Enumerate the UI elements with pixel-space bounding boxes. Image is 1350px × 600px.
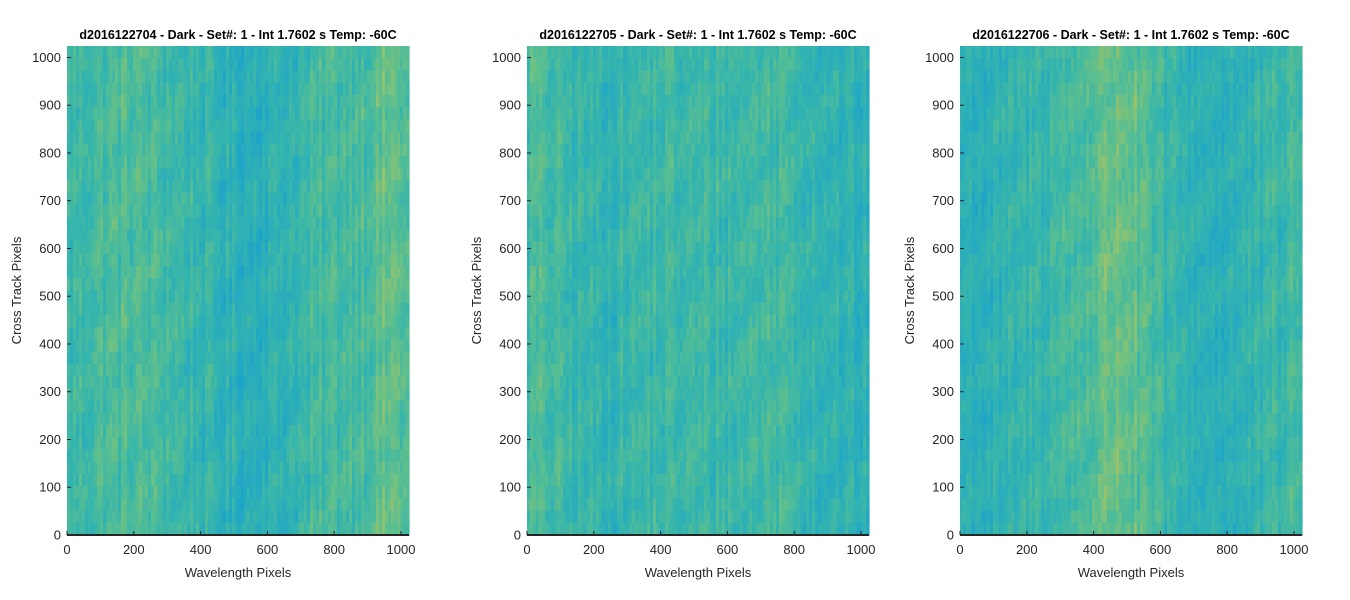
y-tick-label: 700	[39, 193, 61, 208]
x-tick-label: 200	[123, 542, 145, 557]
x-tick-label: 1000	[387, 542, 416, 557]
y-axis-label: Cross Track Pixels	[902, 236, 917, 344]
x-tick-label: 800	[323, 542, 345, 557]
y-tick-label: 0	[514, 528, 521, 543]
y-tick-label: 100	[39, 480, 61, 495]
y-tick-label: 800	[932, 145, 954, 160]
y-tick-label: 1000	[925, 50, 954, 65]
x-axis-label: Wavelength Pixels	[645, 565, 752, 580]
y-tick-label: 200	[932, 432, 954, 447]
x-axis-label: Wavelength Pixels	[1078, 565, 1185, 580]
x-tick-label: 600	[257, 542, 279, 557]
heatmap-image	[960, 46, 1303, 536]
y-tick-label: 400	[499, 336, 521, 351]
chart-title: d2016122704 - Dark - Set#: 1 - Int 1.760…	[79, 28, 396, 42]
y-tick-label: 500	[499, 289, 521, 304]
y-tick-label: 700	[499, 193, 521, 208]
y-tick-label: 100	[499, 480, 521, 495]
chart-title: d2016122705 - Dark - Set#: 1 - Int 1.760…	[539, 28, 856, 42]
x-tick-label: 400	[650, 542, 672, 557]
heatmap-image	[67, 46, 410, 536]
y-tick-label: 400	[932, 336, 954, 351]
heatmap-panel-2: d2016122705 - Dark - Set#: 1 - Int 1.760…	[469, 28, 875, 580]
y-tick-label: 1000	[32, 50, 61, 65]
y-tick-label: 200	[39, 432, 61, 447]
y-tick-label: 800	[39, 145, 61, 160]
y-axis-label: Cross Track Pixels	[469, 236, 484, 344]
y-tick-label: 300	[499, 384, 521, 399]
x-tick-label: 1000	[847, 542, 876, 557]
y-tick-label: 500	[932, 289, 954, 304]
y-tick-label: 300	[932, 384, 954, 399]
heatmap-panel-3: d2016122706 - Dark - Set#: 1 - Int 1.760…	[902, 28, 1308, 580]
x-tick-label: 0	[956, 542, 963, 557]
y-tick-label: 0	[54, 528, 61, 543]
x-tick-label: 400	[190, 542, 212, 557]
y-tick-label: 600	[39, 241, 61, 256]
y-tick-label: 200	[499, 432, 521, 447]
x-tick-label: 0	[63, 542, 70, 557]
heatmap-image	[527, 46, 870, 536]
x-tick-label: 0	[523, 542, 530, 557]
y-tick-label: 600	[499, 241, 521, 256]
x-tick-label: 800	[783, 542, 805, 557]
x-tick-label: 600	[717, 542, 739, 557]
x-axis-label: Wavelength Pixels	[185, 565, 292, 580]
y-tick-label: 1000	[492, 50, 521, 65]
y-tick-label: 700	[932, 193, 954, 208]
y-tick-label: 300	[39, 384, 61, 399]
y-tick-label: 900	[499, 98, 521, 113]
y-tick-label: 900	[932, 98, 954, 113]
heatmap-panel-1: d2016122704 - Dark - Set#: 1 - Int 1.760…	[9, 28, 415, 580]
x-tick-label: 1000	[1280, 542, 1309, 557]
y-tick-label: 800	[499, 145, 521, 160]
y-tick-label: 500	[39, 289, 61, 304]
y-tick-label: 0	[947, 528, 954, 543]
chart-title: d2016122706 - Dark - Set#: 1 - Int 1.760…	[972, 28, 1289, 42]
x-tick-label: 400	[1083, 542, 1105, 557]
y-tick-label: 600	[932, 241, 954, 256]
y-tick-label: 400	[39, 336, 61, 351]
x-tick-label: 600	[1150, 542, 1172, 557]
x-tick-label: 800	[1216, 542, 1238, 557]
y-tick-label: 900	[39, 98, 61, 113]
y-axis-label: Cross Track Pixels	[9, 236, 24, 344]
x-tick-label: 200	[1016, 542, 1038, 557]
y-tick-label: 100	[932, 480, 954, 495]
x-tick-label: 200	[583, 542, 605, 557]
